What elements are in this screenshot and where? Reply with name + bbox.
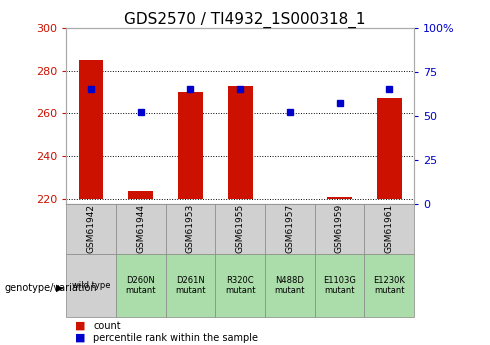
Text: genotype/variation: genotype/variation: [5, 283, 98, 293]
Bar: [116, 254, 166, 317]
Text: GSM61942: GSM61942: [87, 204, 96, 253]
Bar: [265, 254, 315, 317]
Bar: [166, 204, 215, 254]
Bar: [377, 98, 402, 199]
Text: GDS2570 / TI4932_1S000318_1: GDS2570 / TI4932_1S000318_1: [124, 11, 366, 28]
Bar: [128, 191, 153, 199]
Bar: [228, 86, 252, 199]
Text: count: count: [93, 321, 121, 331]
Bar: [66, 204, 116, 254]
Bar: [66, 254, 116, 317]
Text: ■: ■: [75, 321, 85, 331]
Text: ▶: ▶: [56, 283, 64, 293]
Bar: [215, 204, 265, 254]
Text: GSM61953: GSM61953: [186, 204, 195, 253]
Text: GSM61961: GSM61961: [385, 204, 393, 253]
Text: E1230K
mutant: E1230K mutant: [373, 276, 405, 295]
Bar: [166, 254, 215, 317]
Text: ■: ■: [75, 333, 85, 343]
Text: wild type: wild type: [72, 281, 110, 290]
Text: GSM61957: GSM61957: [285, 204, 294, 253]
Text: D260N
mutant: D260N mutant: [125, 276, 156, 295]
Bar: [178, 92, 203, 199]
Bar: [315, 204, 365, 254]
Bar: [78, 60, 103, 199]
Text: GSM61944: GSM61944: [136, 204, 145, 253]
Bar: [365, 254, 414, 317]
Bar: [116, 204, 166, 254]
Text: N488D
mutant: N488D mutant: [274, 276, 305, 295]
Bar: [365, 204, 414, 254]
Bar: [215, 254, 265, 317]
Text: R320C
mutant: R320C mutant: [225, 276, 255, 295]
Text: percentile rank within the sample: percentile rank within the sample: [93, 333, 258, 343]
Text: GSM61955: GSM61955: [236, 204, 245, 253]
Bar: [327, 197, 352, 199]
Text: GSM61959: GSM61959: [335, 204, 344, 253]
Text: D261N
mutant: D261N mutant: [175, 276, 206, 295]
Bar: [315, 254, 365, 317]
Bar: [265, 204, 315, 254]
Text: E1103G
mutant: E1103G mutant: [323, 276, 356, 295]
